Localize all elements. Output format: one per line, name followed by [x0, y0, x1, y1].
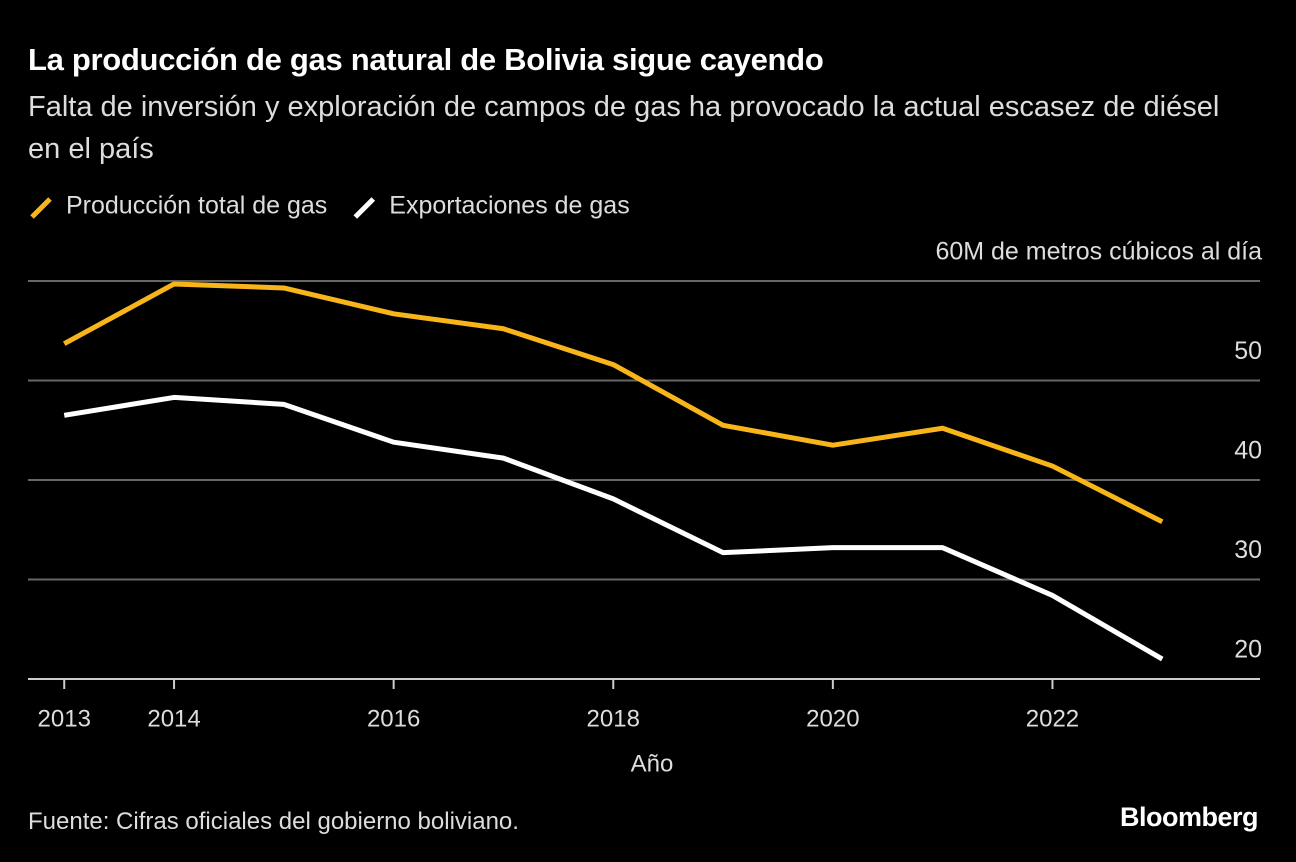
x-tick-label: 2014	[147, 705, 200, 732]
y-tick-label: 60M de metros cúbicos al día	[935, 238, 1262, 266]
legend-label: Exportaciones de gas	[389, 192, 629, 220]
brand: Bloomberg	[1119, 802, 1259, 832]
x-tick-label: 2022	[1026, 705, 1079, 732]
chart-subtitle: Falta de inversión y exploración de camp…	[28, 91, 1220, 165]
chart-title: La producción de gas natural de Bolivia …	[28, 42, 824, 77]
y-tick-label: 40	[1234, 437, 1262, 465]
x-tick-label: 2020	[806, 705, 859, 732]
legend-swatch	[353, 197, 376, 219]
y-tick-label: 20	[1234, 636, 1262, 664]
legend-label: Producción total de gas	[66, 192, 327, 220]
legend-swatch	[30, 197, 52, 219]
x-axis-label: Año	[631, 750, 674, 777]
data-line	[63, 281, 1164, 525]
y-tick-label: 30	[1234, 536, 1262, 564]
data-line	[63, 394, 1164, 662]
y-tick-label: 50	[1234, 337, 1262, 365]
x-tick-label: 2016	[367, 705, 420, 732]
source-note: Fuente: Cifras oficiales del gobierno bo…	[28, 808, 519, 835]
x-tick-label: 2018	[587, 705, 640, 732]
x-tick-label: 2013	[38, 705, 91, 732]
